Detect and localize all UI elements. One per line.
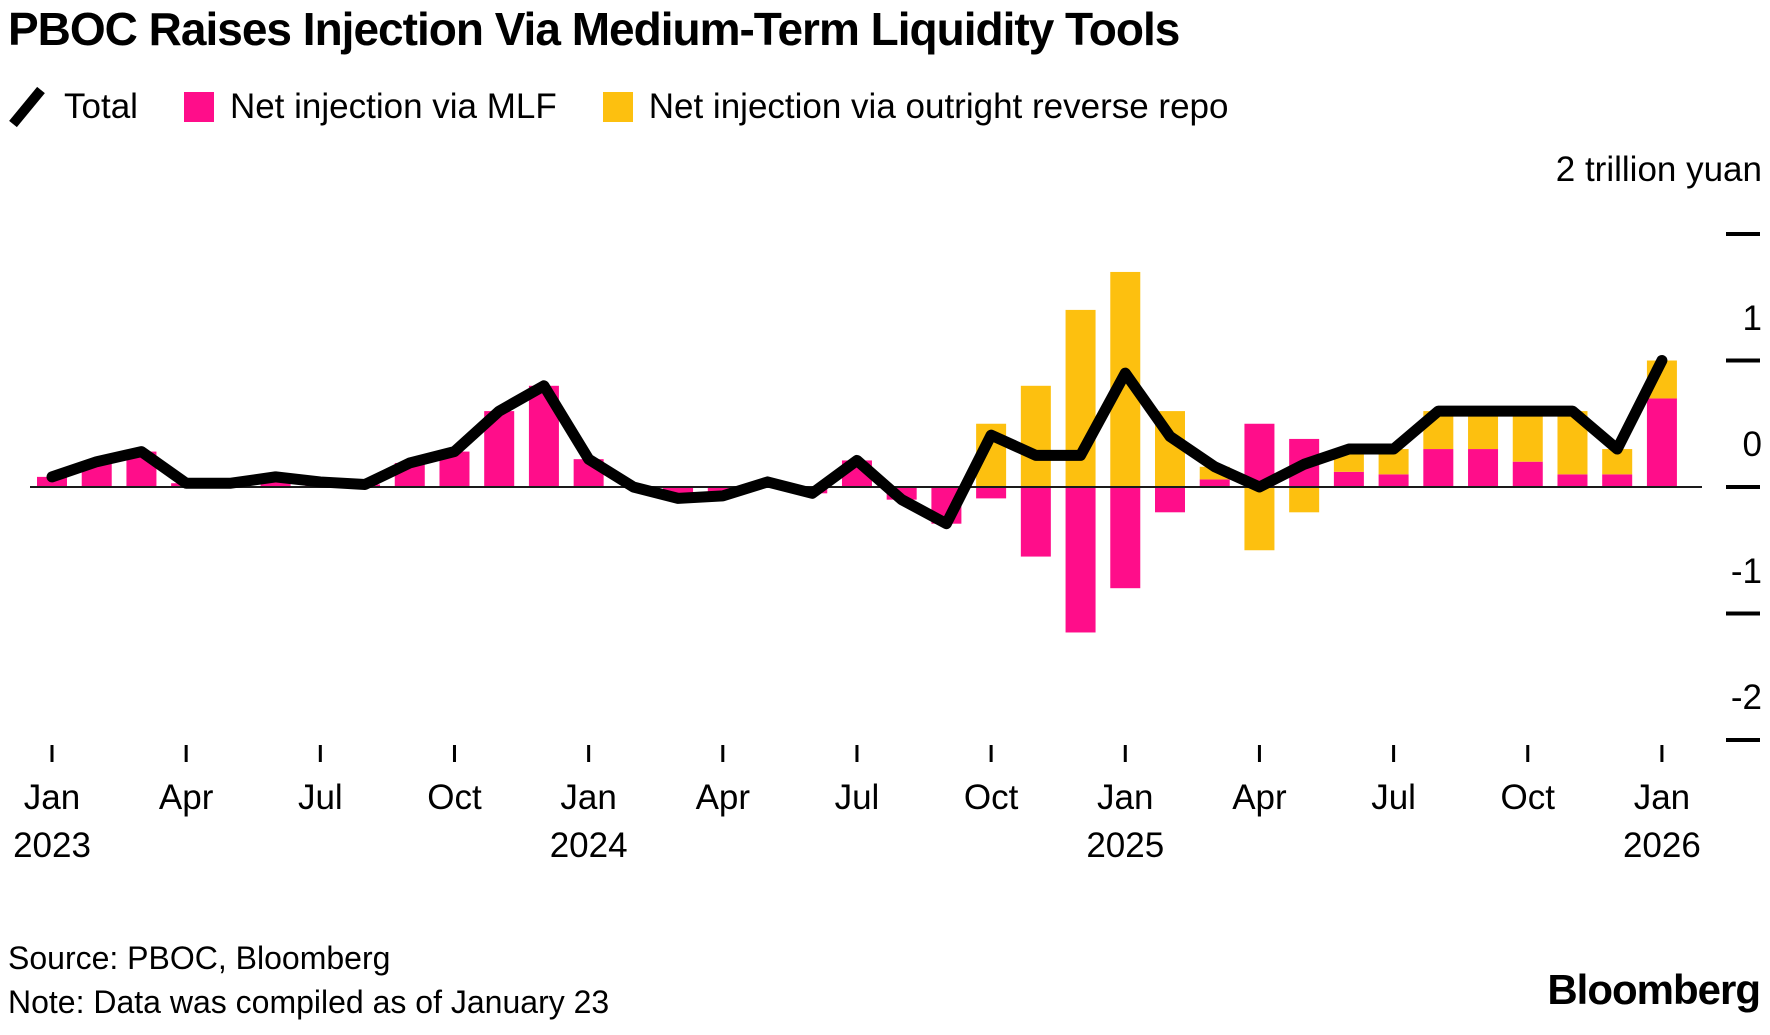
y-axis-tick: [1726, 738, 1760, 742]
x-axis-tick: [1257, 745, 1261, 762]
x-axis-month-label: Jan: [1633, 778, 1691, 817]
x-axis-month-label: Apr: [158, 778, 214, 817]
total-line: [46, 355, 1668, 530]
y-axis-unit-label: 2 trillion yuan: [1555, 150, 1762, 189]
bar-reverse-repo: [1468, 411, 1499, 450]
x-axis-month-label: Apr: [695, 778, 751, 817]
bar-mlf: [1602, 474, 1633, 487]
x-axis-tick: [855, 745, 859, 762]
x-axis-tick: [318, 745, 322, 762]
x-axis-month-label: Jan: [560, 778, 617, 817]
y-axis-tick: [1726, 611, 1760, 616]
bar-mlf: [1065, 487, 1096, 633]
bar-mlf: [1512, 461, 1543, 487]
x-axis-tick: [1660, 745, 1664, 762]
legend-item-reverse-repo: Net injection via outright reverse repo: [602, 87, 1229, 127]
reverse-repo-swatch-icon: [602, 92, 633, 122]
bar-mlf: [1199, 479, 1230, 487]
bloomberg-logo: Bloomberg: [1547, 966, 1761, 1013]
note-text: Note: Data was compiled as of January 23: [8, 984, 610, 1020]
y-axis-tick-label: -2: [1730, 678, 1762, 717]
x-axis-month-label: Apr: [1232, 778, 1287, 817]
x-axis-tick: [452, 745, 456, 762]
bar-mlf: [1155, 487, 1185, 513]
x-axis-month-label: Jan: [1097, 778, 1154, 817]
x-axis-month-label: Jan: [23, 778, 81, 817]
bar-reverse-repo: [1020, 385, 1051, 487]
bar-reverse-repo: [1289, 487, 1320, 513]
x-axis-tick: [721, 745, 725, 762]
x-axis-month-label: Jul: [297, 778, 343, 817]
source-text: Source: PBOC, Bloomberg: [8, 940, 391, 976]
x-axis-tick: [989, 745, 993, 762]
total-line-swatch-icon: [8, 86, 48, 128]
mlf-swatch-icon: [183, 92, 214, 122]
y-axis-tick: [1726, 485, 1760, 489]
y-axis-tick: [1726, 232, 1760, 236]
legend-item-total: Total: [8, 86, 138, 128]
bar-mlf: [1646, 398, 1677, 487]
x-axis-year-label: 2023: [13, 826, 91, 865]
bar-mlf: [1423, 449, 1454, 487]
y-axis-tick-label: -1: [1730, 551, 1762, 591]
x-axis-tick: [587, 745, 591, 762]
y-axis-tick: [1726, 358, 1760, 363]
bar-mlf: [976, 487, 1007, 499]
bar-mlf: [663, 487, 694, 499]
x-axis-year-label: 2024: [549, 826, 628, 865]
x-axis-month-label: Oct: [427, 778, 482, 817]
legend-item-mlf: Net injection via MLF: [183, 87, 557, 127]
bar-mlf: [1110, 487, 1141, 589]
y-axis-tick-label: 1: [1742, 298, 1762, 338]
x-axis-tick: [184, 745, 188, 762]
x-axis-month-label: Oct: [963, 778, 1019, 817]
bar-reverse-repo: [1244, 487, 1275, 551]
page-title: PBOC Raises Injection Via Medium-Term Li…: [8, 3, 1180, 55]
y-axis-tick-label: 0: [1742, 425, 1762, 464]
x-axis-tick: [1123, 745, 1127, 762]
footer: Source: PBOC, Bloomberg Note: Data was c…: [8, 936, 609, 1024]
x-axis-year-label: 2025: [1086, 826, 1165, 865]
legend: Total Net injection via MLF Net injectio…: [8, 86, 1228, 128]
x-axis-month-label: Oct: [1500, 778, 1555, 817]
legend-label-mlf: Net injection via MLF: [229, 87, 557, 126]
x-axis-tick: [50, 745, 54, 762]
x-axis-tick: [1392, 745, 1396, 762]
legend-label-total: Total: [64, 87, 138, 126]
bar-mlf: [1333, 471, 1364, 487]
bar-mlf: [1378, 474, 1409, 487]
legend-label-reverse-repo: Net injection via outright reverse repo: [648, 87, 1229, 126]
bar-mlf: [1557, 474, 1588, 487]
bar-mlf: [1468, 449, 1499, 487]
x-axis-month-label: Jul: [1371, 778, 1416, 817]
bar-reverse-repo: [1512, 411, 1543, 462]
x-axis-month-label: Jul: [834, 778, 880, 817]
x-axis-year-label: 2026: [1622, 826, 1701, 865]
x-axis-tick: [1526, 745, 1530, 762]
bar-mlf: [1020, 487, 1051, 557]
